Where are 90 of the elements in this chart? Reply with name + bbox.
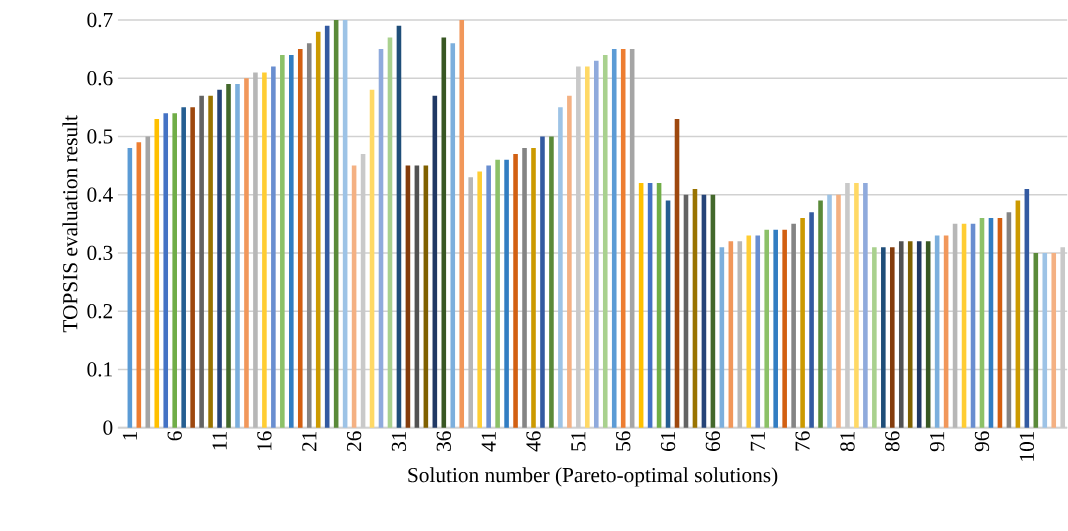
bar — [916, 241, 922, 428]
bar — [809, 212, 814, 428]
x-tick-label: 91 — [929, 432, 945, 452]
bar — [226, 84, 231, 428]
bar — [199, 95, 204, 428]
x-tick-label: 86 — [885, 431, 900, 452]
bar — [818, 200, 823, 428]
bar — [593, 60, 599, 428]
bar — [907, 241, 913, 428]
x-tick-label: 41 — [481, 432, 496, 452]
bar — [764, 229, 770, 428]
x-tick-label: 6 — [167, 431, 182, 441]
y-tick-label: 0.1 — [87, 362, 112, 377]
bar — [262, 72, 267, 428]
bar — [289, 55, 294, 428]
bar — [297, 49, 303, 428]
bar — [495, 159, 500, 428]
bar — [773, 229, 778, 428]
bar — [585, 66, 590, 428]
bar — [746, 235, 752, 428]
x-tick-label: 96 — [974, 431, 990, 452]
bar — [602, 55, 608, 428]
x-tick-label: 51 — [571, 432, 586, 451]
bar — [459, 20, 465, 428]
y-axis-title: TOPSIS evaluation result — [62, 115, 78, 333]
bar — [306, 43, 312, 428]
bar — [800, 218, 805, 428]
bar — [827, 194, 832, 428]
bar — [898, 241, 904, 428]
bar — [190, 107, 195, 428]
x-tick-label: 1 — [122, 432, 137, 440]
y-tick-label: 0.6 — [87, 71, 113, 86]
bar — [253, 72, 258, 428]
x-tick-label: 26 — [346, 431, 362, 452]
bar — [854, 183, 859, 428]
bar — [513, 154, 518, 428]
bar — [881, 247, 886, 428]
x-tick-label: 16 — [257, 431, 272, 451]
bar — [782, 229, 787, 428]
bar — [755, 235, 761, 428]
bar — [486, 165, 491, 428]
x-tick-label: 61 — [660, 432, 676, 452]
bar — [531, 148, 536, 428]
bar — [872, 247, 877, 428]
x-tick-label: 46 — [526, 431, 541, 452]
bar — [1042, 253, 1048, 428]
x-tick-label: 101 — [1019, 432, 1035, 461]
bar — [315, 31, 321, 428]
x-tick-label: 36 — [436, 431, 451, 452]
bar — [567, 95, 572, 428]
bar — [145, 136, 151, 428]
bar — [163, 113, 169, 428]
x-tick-label: 31 — [391, 432, 407, 452]
bar — [558, 107, 563, 428]
y-tick-label: 0 — [103, 420, 113, 436]
bar — [477, 171, 482, 428]
bar — [1051, 253, 1057, 428]
bar — [468, 177, 474, 428]
bar — [181, 107, 186, 428]
x-tick-label: 66 — [705, 431, 721, 452]
x-tick-label: 81 — [840, 432, 855, 452]
bar — [217, 90, 222, 428]
bar — [890, 247, 895, 428]
x-tick-label: 71 — [750, 432, 765, 451]
bar — [791, 224, 796, 428]
bar — [235, 84, 240, 428]
bar — [836, 194, 841, 428]
bar — [450, 43, 456, 428]
bar — [611, 49, 617, 428]
y-tick-label: 0.2 — [87, 304, 113, 319]
y-tick-label: 0.3 — [87, 245, 113, 261]
x-tick-label: 11 — [212, 432, 227, 450]
bar — [522, 148, 527, 428]
bar — [504, 159, 509, 428]
bar — [271, 66, 276, 428]
y-tick-label: 0.5 — [87, 129, 113, 144]
bar — [208, 95, 213, 428]
bar — [280, 55, 285, 428]
x-tick-label: 21 — [302, 432, 317, 452]
x-tick-label: 56 — [616, 431, 631, 451]
x-tick-label: 76 — [795, 431, 810, 451]
bar — [863, 183, 868, 428]
bar — [154, 119, 160, 428]
bar — [172, 113, 177, 428]
x-axis-title: Solution number (Pareto-optimal solutions) — [408, 467, 778, 487]
bar — [540, 136, 545, 428]
y-tick-label: 0.4 — [87, 187, 113, 203]
bar — [549, 136, 554, 428]
bar — [244, 78, 249, 428]
y-tick-label: 0.7 — [87, 12, 113, 28]
